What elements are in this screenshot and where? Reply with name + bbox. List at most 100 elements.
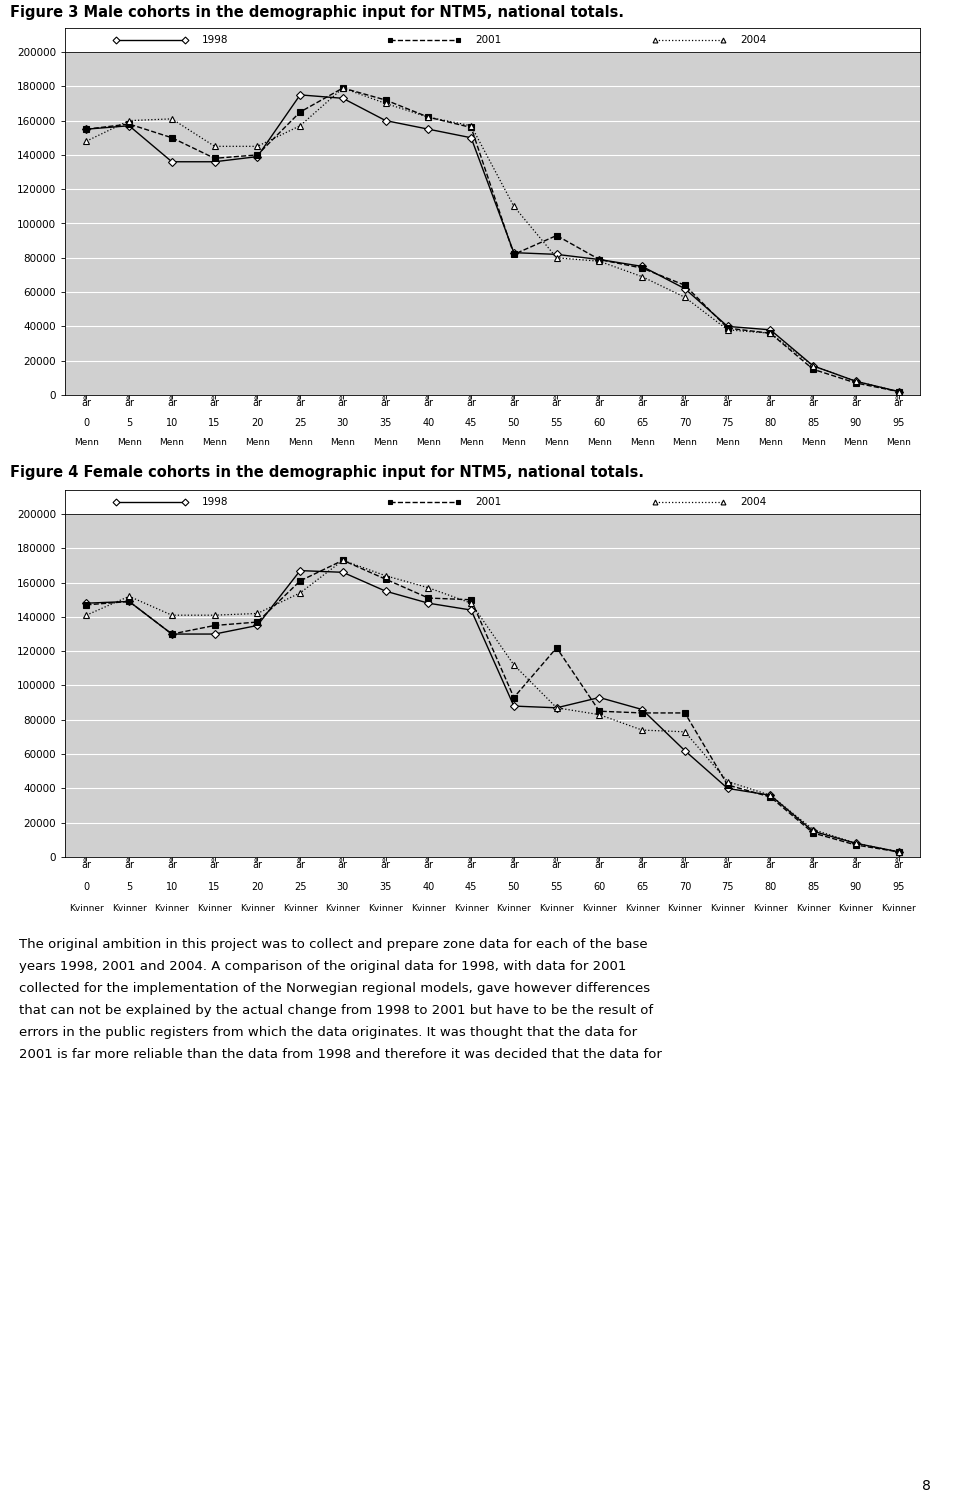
Text: Menn: Menn: [844, 437, 868, 446]
Text: 55: 55: [550, 418, 563, 428]
Text: år: år: [295, 398, 305, 407]
Text: 0: 0: [84, 418, 89, 428]
Text: Menn: Menn: [672, 437, 697, 446]
Text: år: år: [509, 398, 518, 407]
Text: 85: 85: [807, 882, 819, 893]
Text: Kvinner: Kvinner: [582, 905, 616, 914]
Text: år: år: [252, 398, 262, 407]
Text: år: år: [851, 860, 861, 870]
Text: 15: 15: [208, 418, 221, 428]
Text: 50: 50: [508, 418, 520, 428]
Text: år: år: [594, 398, 605, 407]
Text: år: år: [380, 398, 391, 407]
Text: 40: 40: [422, 882, 435, 893]
Text: Kvinner: Kvinner: [625, 905, 660, 914]
Text: 2001: 2001: [475, 35, 502, 45]
Text: år: år: [851, 398, 861, 407]
Text: Menn: Menn: [801, 437, 826, 446]
Text: år: år: [680, 860, 690, 870]
Text: Kvinner: Kvinner: [369, 905, 403, 914]
Text: Kvinner: Kvinner: [540, 905, 574, 914]
Text: Menn: Menn: [288, 437, 313, 446]
Text: 60: 60: [593, 418, 606, 428]
Text: 5: 5: [126, 418, 132, 428]
Text: år: år: [723, 860, 732, 870]
Text: Menn: Menn: [630, 437, 655, 446]
Text: år: år: [167, 860, 177, 870]
Text: 70: 70: [679, 882, 691, 893]
Text: Menn: Menn: [117, 437, 141, 446]
Text: år: år: [338, 398, 348, 407]
Text: 2001: 2001: [475, 497, 502, 507]
Text: Kvinner: Kvinner: [155, 905, 189, 914]
Text: år: år: [167, 398, 177, 407]
Text: 10: 10: [166, 418, 178, 428]
Text: år: år: [209, 860, 220, 870]
Text: år: år: [209, 398, 220, 407]
Text: år: år: [765, 860, 776, 870]
Text: Kvinner: Kvinner: [496, 905, 531, 914]
Text: 30: 30: [337, 882, 349, 893]
Text: errors in the public registers from which the data originates. It was thought th: errors in the public registers from whic…: [19, 1027, 637, 1039]
Text: Kvinner: Kvinner: [667, 905, 703, 914]
Text: år: år: [808, 398, 818, 407]
Text: 55: 55: [550, 882, 563, 893]
Text: år: år: [894, 860, 903, 870]
Text: år: år: [680, 398, 690, 407]
Text: år: år: [637, 860, 647, 870]
Text: Menn: Menn: [587, 437, 612, 446]
Text: Menn: Menn: [416, 437, 441, 446]
Text: 90: 90: [850, 882, 862, 893]
Text: The original ambition in this project was to collect and prepare zone data for e: The original ambition in this project wa…: [19, 938, 648, 951]
Text: 1998: 1998: [202, 35, 228, 45]
Text: år: år: [380, 860, 391, 870]
Text: 20: 20: [252, 418, 264, 428]
Text: 1998: 1998: [202, 497, 228, 507]
Text: 30: 30: [337, 418, 349, 428]
Text: Kvinner: Kvinner: [283, 905, 318, 914]
Text: Menn: Menn: [330, 437, 355, 446]
Text: Kvinner: Kvinner: [796, 905, 830, 914]
Text: Figure 3 Male cohorts in the demographic input for NTM5, national totals.: Figure 3 Male cohorts in the demographic…: [10, 5, 624, 20]
Text: Kvinner: Kvinner: [240, 905, 275, 914]
Text: år: år: [765, 398, 776, 407]
Text: Kvinner: Kvinner: [69, 905, 104, 914]
Text: 85: 85: [807, 418, 819, 428]
Text: Menn: Menn: [245, 437, 270, 446]
Text: 45: 45: [465, 882, 477, 893]
Text: Menn: Menn: [373, 437, 398, 446]
Text: 5: 5: [126, 882, 132, 893]
Text: år: år: [808, 860, 818, 870]
Text: Menn: Menn: [501, 437, 526, 446]
Text: år: år: [637, 398, 647, 407]
Text: år: år: [295, 860, 305, 870]
Text: years 1998, 2001 and 2004. A comparison of the original data for 1998, with data: years 1998, 2001 and 2004. A comparison …: [19, 960, 627, 972]
Text: 70: 70: [679, 418, 691, 428]
Text: 2004: 2004: [740, 497, 767, 507]
Text: Menn: Menn: [459, 437, 484, 446]
Text: år: år: [124, 398, 134, 407]
Text: 75: 75: [721, 418, 733, 428]
Text: 50: 50: [508, 882, 520, 893]
Text: 65: 65: [636, 882, 648, 893]
Text: Menn: Menn: [715, 437, 740, 446]
Text: Kvinner: Kvinner: [710, 905, 745, 914]
Text: 0: 0: [84, 882, 89, 893]
Text: Kvinner: Kvinner: [197, 905, 232, 914]
Text: år: år: [82, 860, 91, 870]
Text: år: år: [894, 398, 903, 407]
Text: 45: 45: [465, 418, 477, 428]
Text: Kvinner: Kvinner: [753, 905, 788, 914]
Text: år: år: [423, 860, 433, 870]
Text: 20: 20: [252, 882, 264, 893]
Text: that can not be explained by the actual change from 1998 to 2001 but have to be : that can not be explained by the actual …: [19, 1004, 654, 1018]
Text: 40: 40: [422, 418, 435, 428]
Text: 2001 is far more reliable than the data from 1998 and therefore it was decided t: 2001 is far more reliable than the data …: [19, 1048, 662, 1061]
Text: Menn: Menn: [159, 437, 184, 446]
Text: Figure 4 Female cohorts in the demographic input for NTM5, national totals.: Figure 4 Female cohorts in the demograph…: [10, 464, 643, 479]
Text: Kvinner: Kvinner: [325, 905, 360, 914]
Text: Menn: Menn: [758, 437, 782, 446]
Text: år: år: [594, 860, 605, 870]
Text: 15: 15: [208, 882, 221, 893]
Text: år: år: [124, 860, 134, 870]
